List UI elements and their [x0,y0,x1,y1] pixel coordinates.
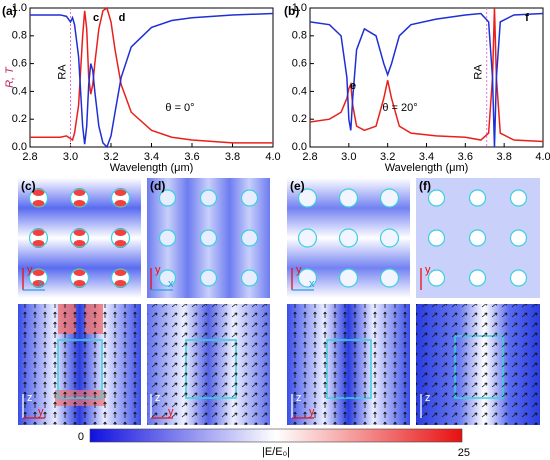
x-axis-label: Wavelength (μm) [385,162,469,174]
x-tick-label: 3.4 [419,151,434,163]
y-tick-label: 0.8 [12,30,27,42]
panel-label: (e) [290,179,305,193]
x-tick-label: 4.0 [265,151,280,163]
x-tick-label: 3.8 [225,151,240,163]
annotation: θ = 20° [382,102,417,114]
x-tick-label: 2.8 [302,151,317,163]
axis-letter: y [27,264,33,276]
colorbar-max: 25 [458,447,470,459]
panel-label: (c) [21,179,36,193]
axis-letter: z [425,392,431,404]
annotation: RA [473,64,485,80]
axis-letter: y [296,264,302,276]
series-line [309,12,544,148]
axis-letter: x [168,278,174,290]
annotation: d [119,12,126,24]
y-tick-label: 0.4 [292,85,307,97]
annotation: c [93,12,99,24]
series-line [30,6,273,144]
y-tick-label: 1.0 [12,2,27,14]
annotation: RA [56,64,68,80]
x-tick-label: 2.8 [22,151,37,163]
axis-letter: x [309,278,315,290]
panel-label: (a) [2,4,17,18]
axis-letter: y [155,264,161,276]
series-line [309,7,544,143]
colorbar-min: 0 [78,431,84,443]
y-axis-label: R, T [4,66,16,88]
x-tick-label: 3.0 [341,151,356,163]
x-tick-label: 3.4 [144,151,159,163]
y-tick-label: 0.2 [292,113,307,125]
x-tick-label: 3.2 [380,151,395,163]
y-tick-label: 0.8 [292,30,307,42]
y-tick-label: 0.0 [12,141,27,153]
axis-letter: y [38,406,44,418]
x-tick-label: 3.6 [184,151,199,163]
x-tick-label: 3.2 [103,151,118,163]
axis-letter: y [168,406,174,418]
y-tick-label: 0.4 [12,85,27,97]
x-tick-label: 4.0 [535,151,550,163]
axis-letter: z [296,392,302,404]
x-axis-label: Wavelength (μm) [110,162,194,174]
y-tick-label: 0.0 [292,141,307,153]
panel-label: (b) [284,4,299,18]
axis-letter: z [27,392,33,404]
colorbar-label: |E/E₀| [262,446,290,458]
x-tick-label: 3.0 [63,151,78,163]
y-tick-label: 0.2 [12,113,27,125]
panel-label: (f) [419,179,431,193]
axis-letter: y [425,264,431,276]
x-tick-label: 3.6 [458,151,473,163]
panel-label: (d) [150,179,165,193]
annotation: θ = 0° [165,102,194,114]
y-tick-label: 0.6 [12,58,27,70]
y-tick-label: 1.0 [292,2,307,14]
y-tick-label: 0.6 [292,58,307,70]
x-tick-label: 3.8 [497,151,512,163]
axis-letter: x [38,278,44,290]
axis-glyphs [22,268,422,419]
axis-letter: z [155,392,161,404]
annotation: e [350,80,356,92]
axis-letter: y [309,406,315,418]
plot-frame [309,7,544,148]
series-line [30,12,274,149]
annotation: f [525,12,529,24]
field-maps [18,178,540,443]
